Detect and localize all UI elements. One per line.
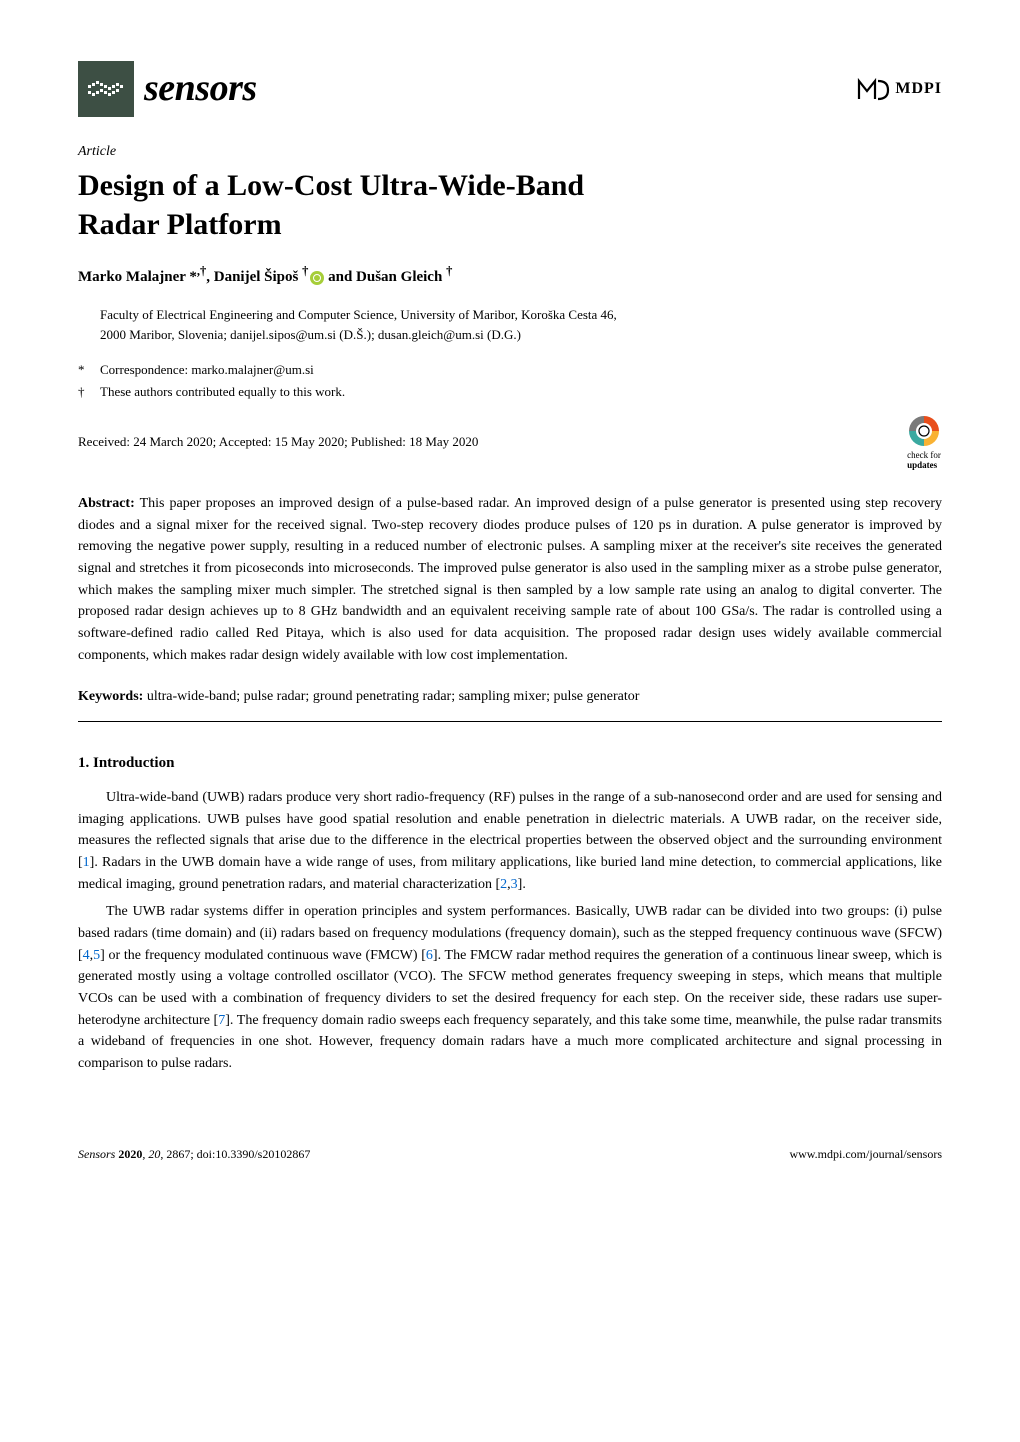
mdpi-logo: MDPI [855, 71, 942, 107]
correspondence: * Correspondence: marko.malajner@um.si [78, 360, 942, 380]
mdpi-text: MDPI [895, 77, 942, 101]
journal-logo-group: sensors [78, 60, 257, 117]
author-rest: and Dušan Gleich † [328, 269, 452, 285]
title-line-1: Design of a Low-Cost Ultra-Wide-Band [78, 169, 584, 202]
section-heading-1: 1. Introduction [78, 752, 942, 775]
title-line-2: Radar Platform [78, 208, 282, 241]
ref-link-4[interactable]: 4 [83, 948, 90, 963]
header: sensors MDPI [78, 60, 942, 117]
check-updates-icon [906, 413, 942, 449]
footer: Sensors 2020, 20, 2867; doi:10.3390/s201… [78, 1145, 942, 1163]
affiliation: Faculty of Electrical Engineering and Co… [100, 305, 942, 347]
affiliation-line-2: 2000 Maribor, Slovenia; danijel.sipos@um… [100, 327, 521, 342]
abstract-label: Abstract: [78, 496, 135, 511]
dates-text: Received: 24 March 2020; Accepted: 15 Ma… [78, 432, 478, 452]
contribution-marker: † [78, 382, 100, 402]
article-title: Design of a Low-Cost Ultra-Wide-Band Rad… [78, 166, 942, 244]
article-type: Article [78, 141, 942, 162]
ref-link-1[interactable]: 1 [83, 855, 90, 870]
check-updates-text: check for updates [907, 451, 941, 471]
affiliation-line-1: Faculty of Electrical Engineering and Co… [100, 307, 617, 322]
correspondence-text: Correspondence: marko.malajner@um.si [100, 360, 314, 380]
ref-link-6[interactable]: 6 [426, 948, 433, 963]
ref-link-3[interactable]: 3 [511, 877, 518, 892]
keywords-label: Keywords: [78, 689, 143, 704]
author-1: Marko Malajner *,†, Danijel Šipoš † [78, 269, 308, 285]
keywords-text: ultra-wide-band; pulse radar; ground pen… [143, 689, 639, 704]
meta-list: * Correspondence: marko.malajner@um.si †… [78, 360, 942, 401]
abstract: Abstract: This paper proposes an improve… [78, 493, 942, 667]
orcid-icon[interactable] [310, 271, 324, 285]
contribution-text: These authors contributed equally to thi… [100, 382, 345, 402]
divider [78, 721, 942, 722]
intro-para-2: The UWB radar systems differ in operatio… [78, 901, 942, 1075]
footer-left: Sensors 2020, 20, 2867; doi:10.3390/s201… [78, 1145, 310, 1163]
contribution: † These authors contributed equally to t… [78, 382, 942, 402]
footer-right[interactable]: www.mdpi.com/journal/sensors [789, 1145, 942, 1163]
dates-row: Received: 24 March 2020; Accepted: 15 Ma… [78, 413, 942, 471]
sensors-logo-icon [78, 61, 134, 117]
journal-name: sensors [144, 60, 257, 117]
correspondence-marker: * [78, 360, 100, 380]
authors: Marko Malajner *,†, Danijel Šipoš † and … [78, 262, 942, 289]
intro-para-1: Ultra-wide-band (UWB) radars produce ver… [78, 787, 942, 895]
mdpi-icon [855, 71, 891, 107]
abstract-text: This paper proposes an improved design o… [78, 496, 942, 663]
keywords: Keywords: ultra-wide-band; pulse radar; … [78, 686, 942, 707]
check-updates-badge[interactable]: check for updates [906, 413, 942, 471]
